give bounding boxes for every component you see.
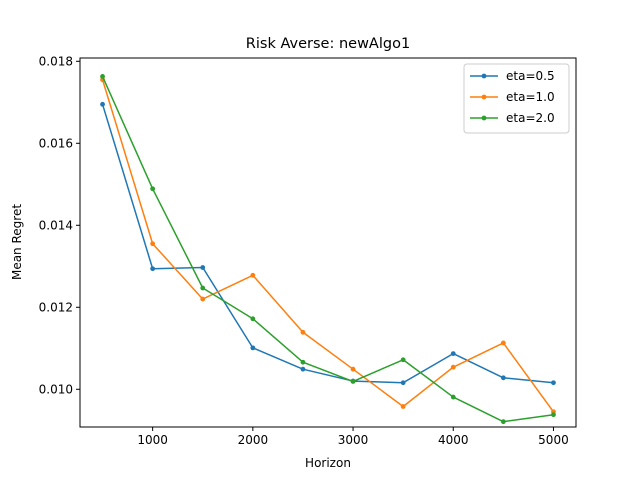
y-tick-label: 0.014 — [39, 218, 73, 232]
series-line — [101, 79, 555, 413]
legend-label: eta=0.5 — [506, 69, 555, 83]
y-axis: 0.010 0.012 0.014 0.016 0.018 — [39, 54, 80, 396]
data-point — [300, 366, 306, 372]
legend-marker — [481, 94, 487, 100]
data-point — [200, 296, 206, 302]
data-point — [450, 351, 456, 357]
y-tick-label: 0.010 — [39, 382, 73, 396]
data-point — [150, 241, 156, 247]
data-point — [250, 345, 256, 351]
legend: eta=0.5 eta=1.0 eta=2.0 — [463, 63, 570, 134]
legend-marker — [481, 115, 487, 121]
x-axis-label: Horizon — [305, 456, 351, 470]
data-point — [100, 74, 105, 79]
chart-title: Risk Averse: newAlgo1 — [246, 36, 410, 52]
x-tick-label: 4000 — [438, 433, 469, 447]
data-point — [300, 329, 306, 335]
data-point — [350, 379, 356, 384]
legend-label: eta=1.0 — [506, 90, 555, 104]
legend-box — [463, 63, 570, 134]
data-point — [400, 404, 406, 409]
series-line — [101, 104, 554, 384]
data-point — [400, 357, 406, 363]
data-point — [350, 366, 356, 372]
data-point — [250, 272, 256, 278]
x-tick-label: 3000 — [338, 433, 369, 447]
data-point — [551, 380, 556, 386]
series-eta=2.0 — [100, 74, 556, 425]
legend-label: eta=2.0 — [506, 111, 555, 125]
x-tick-label: 5000 — [538, 433, 569, 447]
x-tick-label: 2000 — [238, 433, 269, 447]
data-point — [200, 265, 206, 270]
legend-marker — [481, 73, 487, 79]
data-point — [500, 419, 506, 425]
y-tick-label: 0.016 — [39, 136, 73, 150]
data-point — [450, 364, 456, 370]
y-axis-label: Mean Regret — [10, 204, 24, 280]
plot-frame — [79, 57, 577, 428]
data-point — [200, 285, 206, 291]
y-tick-label: 0.012 — [39, 300, 73, 314]
data-point — [150, 186, 156, 192]
data-point — [500, 375, 506, 381]
data-point — [551, 412, 556, 418]
series-layer — [100, 74, 556, 425]
x-tick-label: 1000 — [137, 433, 168, 447]
y-tick-label: 0.018 — [39, 54, 73, 68]
data-point — [300, 359, 306, 365]
data-point — [400, 380, 406, 386]
data-point — [250, 316, 256, 322]
data-point — [150, 266, 156, 272]
data-point — [500, 340, 506, 346]
series-line — [101, 76, 554, 423]
data-point — [100, 101, 105, 107]
data-point — [450, 394, 456, 400]
x-axis: 1000 2000 3000 4000 5000 — [137, 427, 569, 447]
